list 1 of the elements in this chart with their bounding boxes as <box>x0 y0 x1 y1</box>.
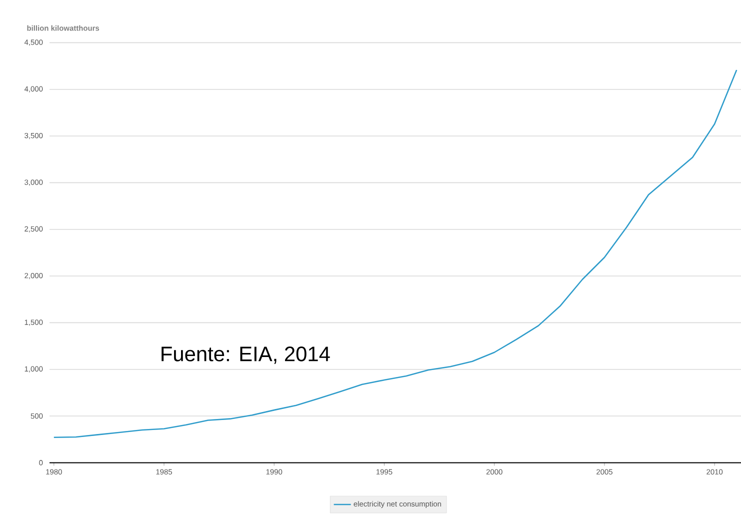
annotation: Fuente: EIA, 2014 <box>162 346 330 364</box>
